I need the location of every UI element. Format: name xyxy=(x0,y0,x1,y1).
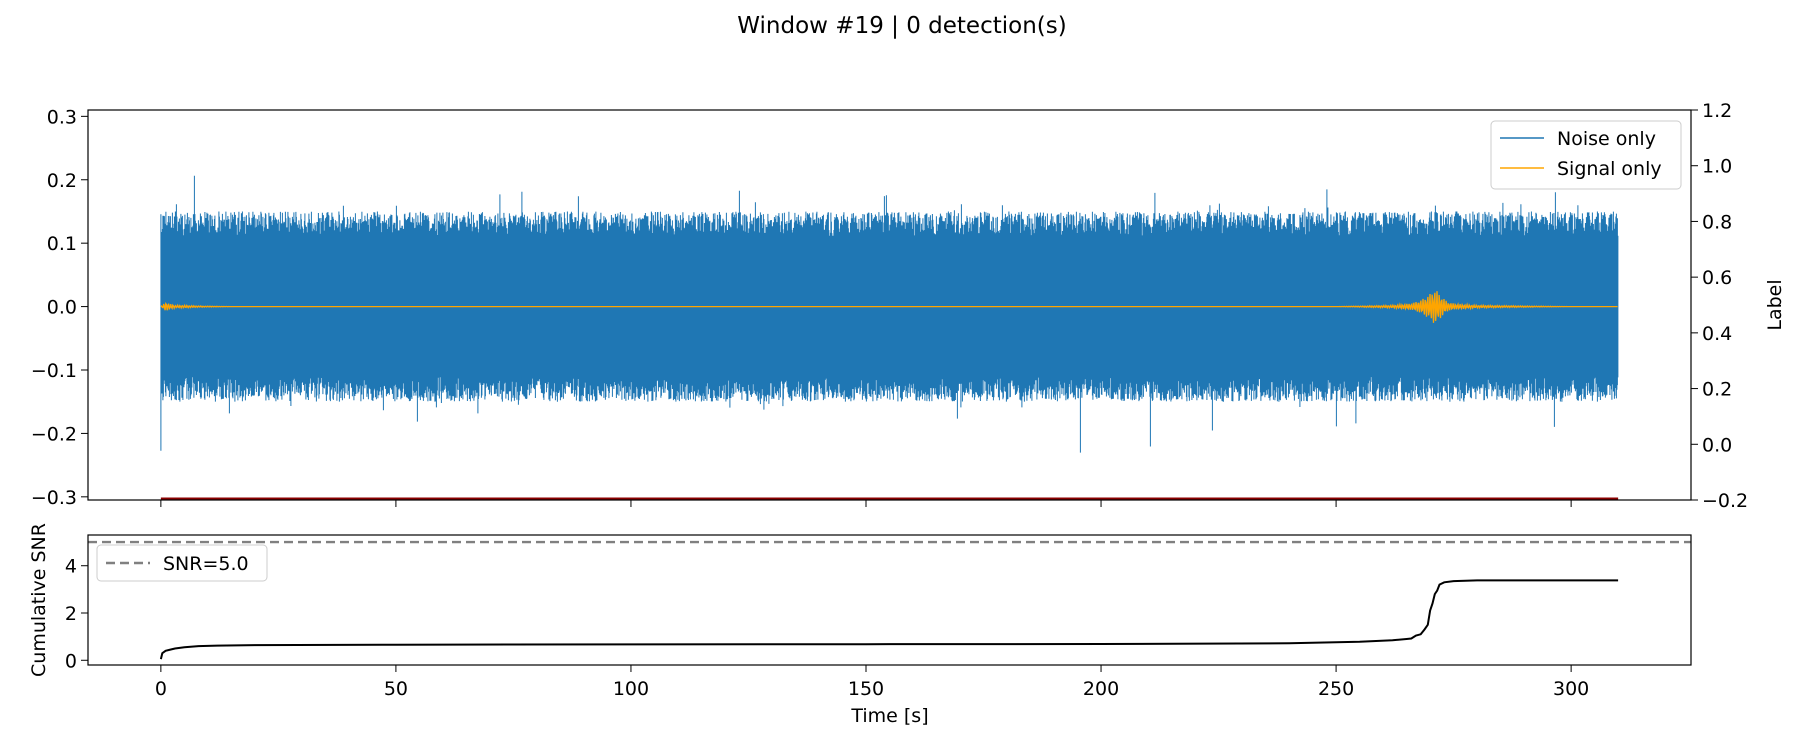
top-axes-frame xyxy=(87,109,1692,501)
top-right-y-tick-label: 1.2 xyxy=(1702,100,1732,122)
top-right-y-tick-label: 0.8 xyxy=(1702,211,1732,233)
top-y-tick-label: −0.3 xyxy=(31,487,77,509)
x-tick-label: 100 xyxy=(613,678,649,700)
top-y-tick-label: 0.0 xyxy=(47,297,77,319)
top-right-y-tick-label: 1.0 xyxy=(1702,156,1732,178)
x-tick-label: 300 xyxy=(1553,678,1589,700)
top-panel: −0.3 −0.2 −0.1 0.0 0.1 0.2 0.3 −0.2 0.0 0.2 0.4 0.… xyxy=(31,100,1786,512)
bottom-y-axis-label: Cumulative SNR xyxy=(28,523,50,677)
x-tick-label: 150 xyxy=(848,678,884,700)
bottom-axes-frame xyxy=(87,534,1692,666)
top-right-y-tick-label: 0.2 xyxy=(1702,379,1732,401)
top-y-tick-label: 0.2 xyxy=(47,170,77,192)
legend-label-noise: Noise only xyxy=(1557,128,1656,150)
top-legend: Noise only Signal only xyxy=(1490,120,1682,190)
legend-label-signal: Signal only xyxy=(1557,158,1662,180)
top-y-tick-label: −0.1 xyxy=(31,360,77,382)
bottom-legend: SNR=5.0 xyxy=(96,544,268,582)
top-plot-area xyxy=(160,175,1619,500)
chart-title: Window #19 | 0 detection(s) xyxy=(737,13,1066,39)
bottom-y-tick-label: 0 xyxy=(65,650,77,672)
right-y-axis-label: Label xyxy=(1764,279,1786,330)
top-right-y-tick-label: 0.6 xyxy=(1702,267,1732,289)
bottom-plot-area xyxy=(88,540,1691,660)
top-y-tick-label: 0.3 xyxy=(47,106,77,128)
top-x-ticks xyxy=(160,500,1572,507)
bottom-panel: 0 2 4 0 50 100 150 200 250 300 Time [s] Cumulati… xyxy=(28,523,1692,727)
top-y-ticks: −0.3 −0.2 −0.1 0.0 0.1 0.2 0.3 xyxy=(31,106,88,509)
series-signal-only xyxy=(160,291,1618,323)
top-right-y-tick-label: 0.0 xyxy=(1702,434,1732,456)
x-tick-label: 250 xyxy=(1318,678,1354,700)
series-noise-only xyxy=(160,175,1619,453)
x-tick-label: 0 xyxy=(155,678,167,700)
bottom-y-ticks: 0 2 4 xyxy=(65,556,88,672)
bottom-y-tick-label: 2 xyxy=(65,603,77,625)
x-tick-label: 200 xyxy=(1083,678,1119,700)
top-y-tick-label: 0.1 xyxy=(47,233,77,255)
bottom-x-ticks: 0 50 100 150 200 250 300 xyxy=(155,665,1589,700)
x-tick-label: 50 xyxy=(384,678,408,700)
series-cumulative-snr xyxy=(159,579,1619,660)
legend-label-threshold: SNR=5.0 xyxy=(163,553,249,575)
bottom-y-tick-label: 4 xyxy=(65,556,77,578)
top-right-y-tick-label: 0.4 xyxy=(1702,323,1732,345)
bottom-legend-box xyxy=(96,544,268,582)
top-right-y-tick-label: −0.2 xyxy=(1702,490,1748,512)
x-axis-label: Time [s] xyxy=(850,705,928,727)
top-right-y-ticks: −0.2 0.0 0.2 0.4 0.6 0.8 1.0 1.2 xyxy=(1691,100,1748,512)
top-y-tick-label: −0.2 xyxy=(31,423,77,445)
